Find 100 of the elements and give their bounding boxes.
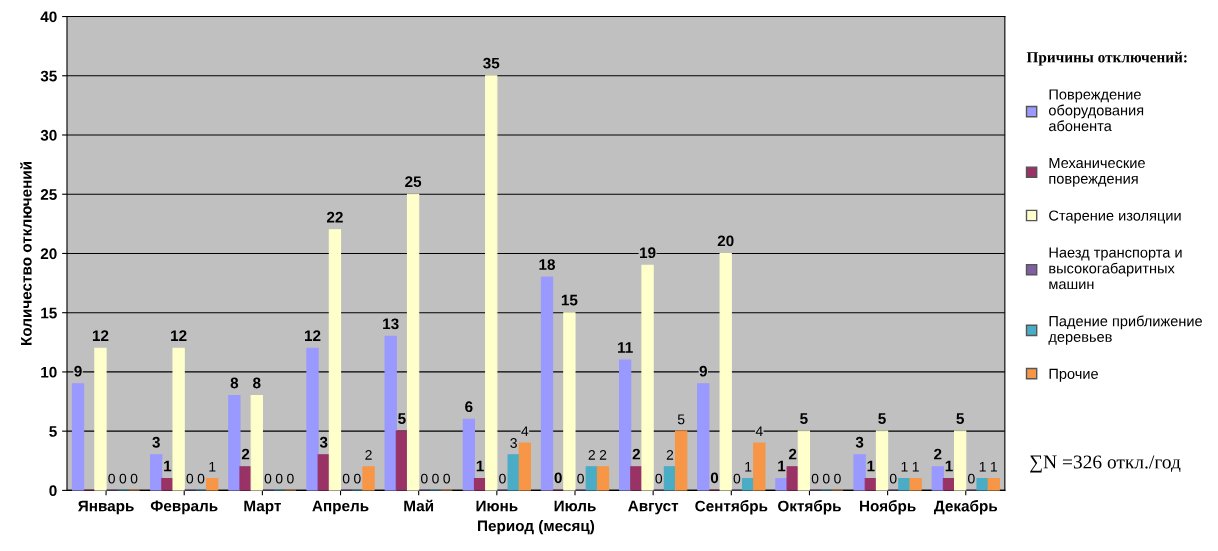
data-label: 0 <box>822 473 830 484</box>
data-label: 3 <box>152 436 160 448</box>
data-label: 1 <box>164 460 172 472</box>
y-tick-label: 5 <box>49 426 57 437</box>
data-label: 0 <box>197 473 205 484</box>
data-label: 0 <box>119 473 127 484</box>
y-tick-label: 15 <box>41 307 57 319</box>
x-tick-label: Декабрь <box>933 500 998 515</box>
data-label: 0 <box>108 473 115 484</box>
data-label: 1 <box>990 461 997 472</box>
data-label: 0 <box>420 473 428 484</box>
data-label: 2 <box>934 448 942 460</box>
data-label: 1 <box>867 460 875 472</box>
text: ∑N =326 откл./год <box>1030 455 1181 473</box>
data-label: 3 <box>855 436 864 448</box>
data-label: 0 <box>710 472 719 484</box>
data-label: 0 <box>342 473 350 484</box>
data-label: 0 <box>443 473 451 484</box>
data-label: 2 <box>241 448 250 460</box>
x-tick-label: Сентябрь <box>695 500 768 515</box>
data-label: 9 <box>699 365 707 377</box>
y-tick-label: 30 <box>40 129 57 141</box>
data-label: 5 <box>956 413 964 424</box>
y-tick-label: 25 <box>40 189 57 200</box>
x-tick-label: Февраль <box>150 500 218 515</box>
x-tick-label: Май <box>404 499 434 512</box>
data-label: 0 <box>889 473 897 484</box>
data-label: 0 <box>432 473 439 484</box>
data-label: 11 <box>618 342 633 353</box>
x-tick-label: Октябрь <box>778 500 841 515</box>
data-label: 1 <box>745 461 752 472</box>
data-label: 0 <box>354 473 361 484</box>
x-tick-label: Ноябрь <box>860 500 916 515</box>
data-label: 19 <box>640 247 656 259</box>
data-label: 6 <box>465 401 473 413</box>
data-label: 3 <box>510 438 517 448</box>
data-label: 1 <box>209 461 216 472</box>
data-label: 1 <box>778 460 786 472</box>
legend-label: Старение изоляции <box>1049 210 1181 224</box>
x-tick-label: Июль <box>554 500 596 512</box>
data-label: 4 <box>521 426 529 436</box>
data-label: 0 <box>655 473 663 484</box>
data-label: 15 <box>561 294 578 306</box>
x-tick-label: Апрель <box>312 500 369 515</box>
data-label: 2 <box>666 449 674 460</box>
legend-label: Механические повреждения <box>1049 157 1145 187</box>
y-tick-label: 0 <box>49 485 57 497</box>
data-label: 5 <box>677 414 685 425</box>
data-label: 0 <box>130 473 138 484</box>
y-tick-label: 20 <box>40 248 57 260</box>
data-label: 13 <box>383 318 399 330</box>
data-label: 5 <box>398 413 406 424</box>
data-label: 0 <box>733 473 741 484</box>
data-label: 20 <box>717 235 734 247</box>
data-label: 0 <box>264 473 272 484</box>
data-label: 12 <box>171 330 187 341</box>
legend-label: Наезд транспорта и высокогабаритных машин <box>1049 247 1182 290</box>
data-label: 5 <box>800 413 808 424</box>
data-label: 2 <box>588 449 595 460</box>
data-label: 2 <box>788 448 797 460</box>
legend-label: Прочие <box>1049 368 1098 382</box>
data-label: 0 <box>186 473 194 484</box>
legend-label: Повреждение оборудования абонента <box>1048 89 1144 132</box>
data-label: 2 <box>632 448 640 460</box>
data-label: 22 <box>326 211 343 223</box>
data-label: 0 <box>499 473 506 484</box>
data-label: 3 <box>319 436 328 448</box>
data-label: 0 <box>287 473 294 484</box>
data-label: 4 <box>755 426 763 436</box>
data-label: 1 <box>979 461 986 472</box>
data-label: 0 <box>554 472 562 484</box>
data-label: 18 <box>539 259 556 270</box>
data-label: 8 <box>253 377 261 389</box>
data-label: 1 <box>945 460 953 472</box>
data-label: 0 <box>834 473 841 484</box>
data-label: 0 <box>968 473 975 484</box>
legend-label: Падение приближение деревьев <box>1048 315 1202 345</box>
data-label: 0 <box>811 473 819 484</box>
x-tick-label: Январь <box>78 500 134 515</box>
y-tick-label: 35 <box>40 70 57 82</box>
data-label: 5 <box>878 413 886 424</box>
y-tick-label: 10 <box>41 366 57 378</box>
data-label: 1 <box>912 461 919 472</box>
data-label: 12 <box>304 330 321 341</box>
data-label: 12 <box>92 330 109 341</box>
x-tick-label: Август <box>628 500 679 515</box>
data-label: 0 <box>275 473 283 484</box>
x-tick-label: Март <box>244 500 281 515</box>
data-label: 8 <box>230 377 239 389</box>
x-tick-label: Июнь <box>476 500 518 512</box>
data-label: 2 <box>599 449 607 460</box>
y-tick-label: 40 <box>40 11 57 23</box>
x-axis-title: Период (месяц) <box>478 520 595 535</box>
data-label: 1 <box>476 460 484 472</box>
data-label: 9 <box>74 365 82 377</box>
legend-title: Причины отключений: <box>1026 51 1187 66</box>
data-label: 25 <box>405 176 422 188</box>
data-label: 1 <box>901 461 908 472</box>
data-label: 35 <box>483 57 500 69</box>
y-axis-title: Количество отключений <box>20 161 32 345</box>
